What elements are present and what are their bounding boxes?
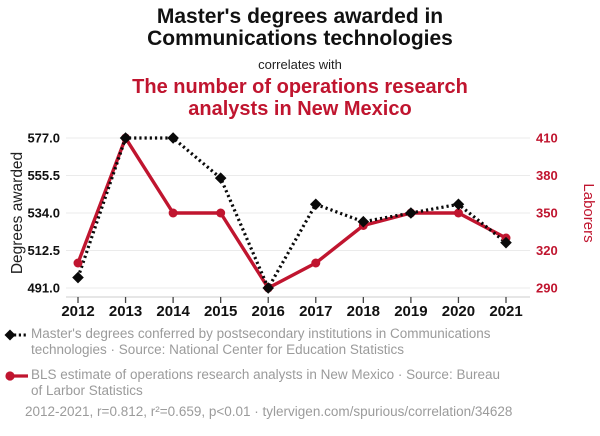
legend-item-degrees: Master's degrees conferred by postsecond…	[4, 326, 596, 358]
right-axis-tick-label: 410	[536, 131, 558, 146]
series-degrees-marker	[214, 172, 227, 184]
diamond-dotted-line-icon	[4, 329, 28, 341]
stats-and-source-line: 2012-2021, r=0.812, r²=0.659, p<0.01 · t…	[25, 404, 513, 419]
series-degrees-marker	[167, 132, 179, 144]
x-axis-tick-label: 2021	[489, 303, 522, 320]
series-analysts-marker	[453, 208, 463, 218]
x-axis-tick-label: 2014	[156, 303, 190, 320]
right-axis-title: Laborers	[580, 183, 597, 242]
legend-item-analysts: BLS estimate of operations research anal…	[4, 367, 596, 399]
left-axis-tick-label: 555.5	[27, 168, 60, 183]
series-analysts-marker	[216, 208, 226, 218]
x-axis-tick-label: 2013	[109, 303, 142, 320]
series-degrees-marker	[357, 215, 370, 228]
right-axis-tick-label: 350	[536, 206, 558, 221]
left-axis-title: Degrees awarded	[9, 152, 26, 274]
series-degrees-marker	[72, 271, 84, 284]
series-degrees-marker	[119, 132, 132, 144]
series-degrees-marker	[309, 198, 322, 211]
series-analysts-line	[76, 136, 507, 290]
circle-solid-line-icon	[5, 371, 28, 381]
left-axis-tick-label: 577.0	[27, 131, 60, 146]
right-axis-tick-label: 290	[536, 281, 558, 296]
legend-label-analysts: BLS estimate of operations research anal…	[31, 367, 500, 398]
x-axis-tick-label: 2018	[347, 303, 380, 320]
chart-title: Master's degrees awarded in Communicatio…	[147, 5, 453, 50]
series-degrees-marker	[262, 282, 275, 294]
x-axis-tick-label: 2012	[61, 303, 94, 320]
series-analysts-marker	[311, 258, 321, 268]
chart-header: Master's degrees awarded in Communicatio…	[0, 5, 600, 121]
x-axis-tick-label: 2017	[299, 303, 332, 320]
left-axis-tick-label: 534.0	[27, 206, 60, 221]
series-analysts-marker	[168, 208, 178, 218]
x-axis-tick-label: 2020	[442, 303, 475, 320]
chart-subtitle: The number of operations research analys…	[132, 76, 468, 120]
right-axis-tick-label: 320	[536, 243, 558, 258]
x-axis-tick-label: 2016	[252, 303, 285, 320]
series-degrees-marker	[405, 207, 417, 219]
x-axis-tick-label: 2015	[204, 303, 237, 320]
series-degrees-marker	[452, 198, 465, 211]
left-axis-tick-label: 512.5	[27, 243, 60, 258]
series-analysts-marker	[73, 258, 83, 268]
legend-label-degrees: Master's degrees conferred by postsecond…	[31, 326, 491, 357]
chart-canvas: 2012 2013 2014 2015 2016 2017 2018 2019 2020 2021…	[9, 131, 597, 321]
chart-legend: Master's degrees conferred by postsecond…	[4, 326, 596, 408]
x-axis-tick-label: 2019	[394, 303, 427, 320]
series-degrees-marker	[500, 236, 512, 249]
correlates-with-label: correlates with	[258, 57, 342, 72]
right-axis-tick-label: 380	[536, 168, 558, 183]
left-axis-tick-label: 491.0	[27, 281, 60, 296]
